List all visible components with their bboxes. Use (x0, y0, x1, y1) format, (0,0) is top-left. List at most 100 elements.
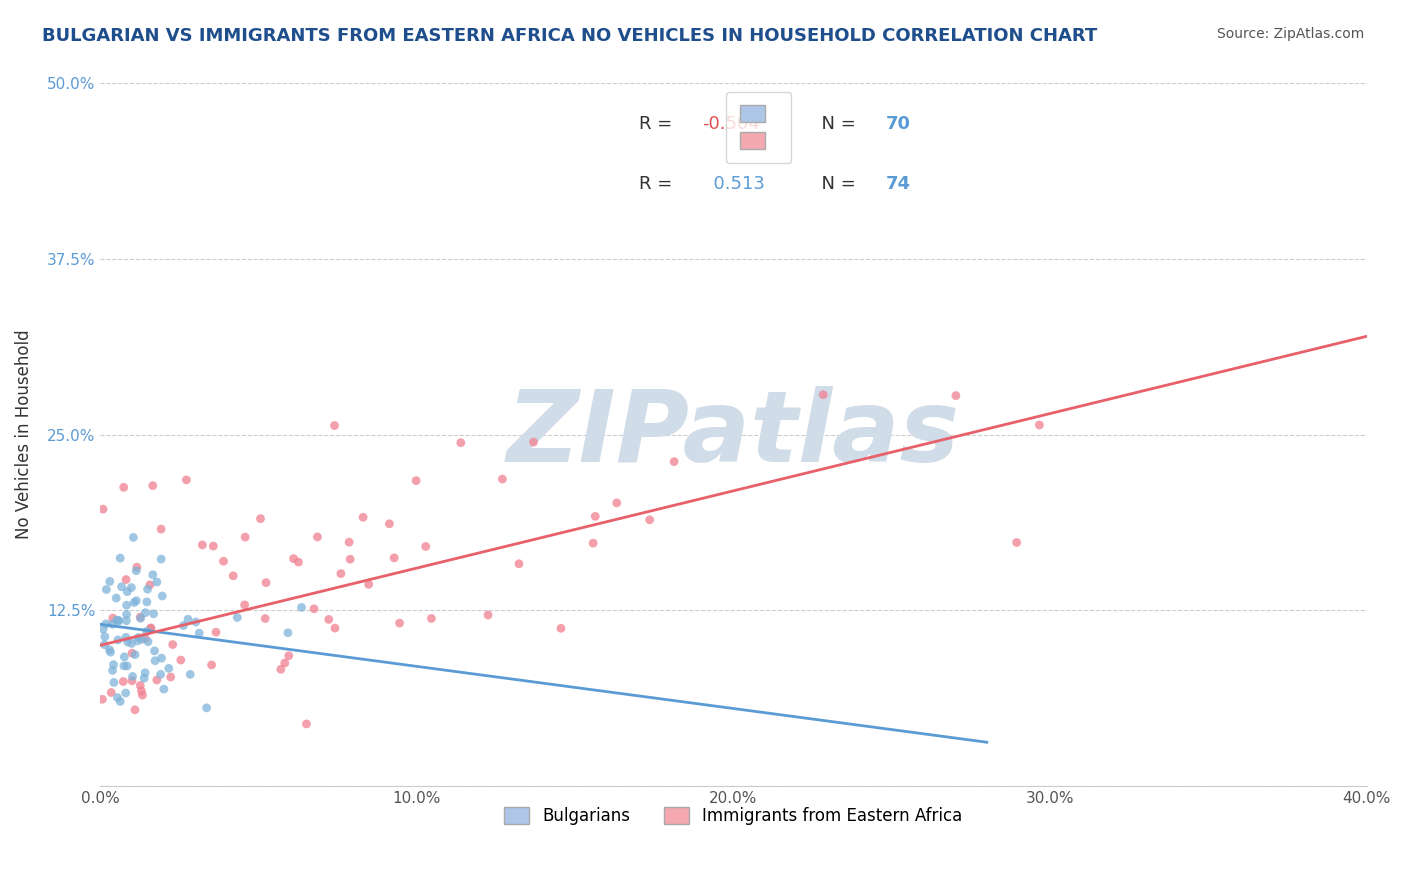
Point (112, 659, 135, 673)
Point (115, 607, 138, 622)
Point (323, 418, 346, 433)
Point (290, 600, 312, 615)
Point (149, 667, 172, 681)
Point (550, 621, 572, 635)
Point (226, 610, 249, 624)
Point (110, 580, 132, 594)
Point (139, 578, 162, 592)
Point (117, 635, 139, 649)
Point (139, 622, 162, 636)
Point (125, 560, 148, 574)
Point (323, 621, 346, 635)
Point (101, 664, 124, 678)
Point (157, 661, 180, 675)
Point (142, 478, 165, 492)
Point (638, 513, 661, 527)
Point (352, 510, 374, 524)
Point (115, 659, 138, 673)
Text: N =: N = (810, 175, 860, 193)
Point (813, 387, 835, 401)
Point (125, 593, 148, 607)
Point (329, 566, 352, 581)
Point (136, 634, 159, 648)
Text: BULGARIAN VS IMMIGRANTS FROM EASTERN AFRICA NO VEHICLES IN HOUSEHOLD CORRELATION: BULGARIAN VS IMMIGRANTS FROM EASTERN AFR… (42, 27, 1098, 45)
Point (96, 582, 118, 597)
Point (150, 522, 173, 536)
Point (122, 530, 145, 544)
Text: N =: N = (810, 115, 860, 133)
Point (662, 455, 685, 469)
Point (143, 644, 166, 658)
Point (170, 653, 193, 667)
Point (450, 435, 472, 450)
Point (91, 692, 114, 706)
Point (101, 611, 124, 625)
Point (107, 690, 129, 705)
Point (129, 611, 152, 625)
Point (491, 472, 513, 486)
Point (142, 607, 165, 621)
Point (188, 626, 211, 640)
Point (583, 509, 606, 524)
Point (142, 567, 165, 582)
Point (233, 530, 256, 544)
Point (195, 701, 218, 715)
Point (124, 648, 146, 662)
Point (274, 656, 297, 670)
Point (222, 569, 245, 583)
Point (93, 638, 115, 652)
Point (135, 595, 157, 609)
Point (337, 535, 360, 549)
Point (388, 616, 411, 631)
Point (162, 638, 184, 652)
Point (120, 581, 142, 595)
Point (115, 631, 138, 645)
Point (318, 612, 340, 626)
Point (582, 536, 605, 550)
Point (134, 632, 156, 646)
Point (179, 667, 201, 681)
Point (382, 550, 405, 565)
Point (121, 669, 143, 683)
Text: R =: R = (638, 175, 678, 193)
Point (307, 530, 329, 544)
Point (134, 671, 156, 685)
Point (115, 598, 138, 612)
Point (91, 622, 114, 636)
Point (122, 595, 145, 609)
Point (91, 502, 114, 516)
Point (129, 678, 152, 692)
Point (139, 621, 162, 635)
Point (103, 657, 125, 672)
Point (131, 684, 153, 698)
Point (112, 649, 135, 664)
Text: 0.513: 0.513 (702, 175, 765, 193)
Point (131, 632, 153, 647)
Point (420, 611, 443, 625)
Point (121, 673, 143, 688)
Point (212, 554, 235, 568)
Point (415, 540, 437, 554)
Point (136, 582, 159, 597)
Point (277, 648, 299, 663)
Point (121, 646, 143, 660)
Point (1028, 417, 1050, 432)
Point (107, 613, 129, 627)
Point (98, 642, 121, 657)
Point (270, 662, 292, 676)
Point (117, 584, 139, 599)
Text: Source: ZipAtlas.com: Source: ZipAtlas.com (1216, 27, 1364, 41)
Point (254, 611, 277, 625)
Point (121, 636, 143, 650)
Point (110, 694, 132, 708)
Point (522, 435, 544, 450)
Point (107, 614, 129, 628)
Point (184, 615, 207, 629)
Point (254, 575, 277, 590)
Point (101, 617, 124, 632)
Legend: Bulgarians, Immigrants from Eastern Africa: Bulgarians, Immigrants from Eastern Afri… (496, 799, 972, 834)
Point (108, 551, 131, 566)
Y-axis label: No Vehicles in Household: No Vehicles in Household (15, 330, 32, 540)
Point (98, 574, 121, 589)
Point (107, 632, 129, 647)
